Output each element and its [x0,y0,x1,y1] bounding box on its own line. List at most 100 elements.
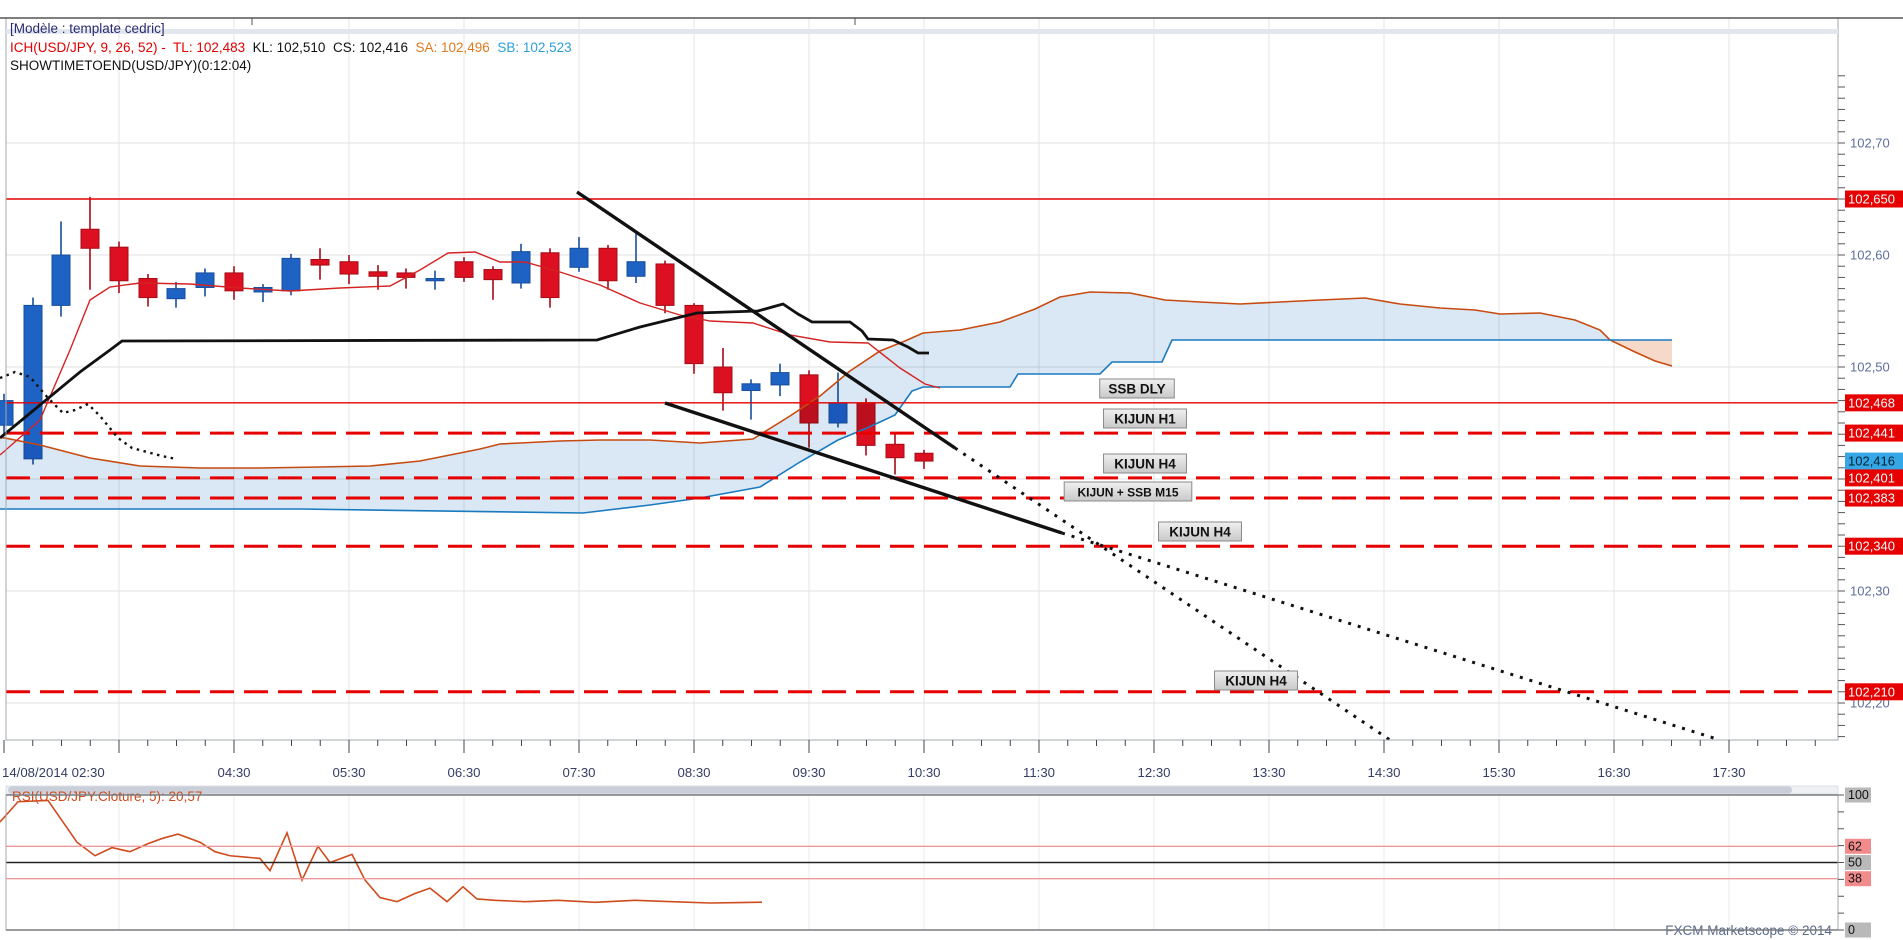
svg-text:100: 100 [1848,788,1869,802]
candle-body [511,251,531,284]
trend-lines[interactable] [576,190,1721,742]
time-label: 17:30 [1712,765,1745,780]
trend-line-solid[interactable] [664,401,1063,535]
candle-body [23,304,43,460]
level-price-badge: 102,401 [1845,469,1903,487]
trend-line-dotted[interactable] [954,446,1391,742]
rsi-axis-badge: 100 [1845,787,1871,803]
candle-body [368,271,388,277]
time-label: 14:30 [1367,765,1400,780]
tenkan-line [0,251,941,456]
horizontal-scrollbar[interactable] [5,785,1839,795]
svg-text:102,383: 102,383 [1848,491,1895,506]
level-price-badge: 102,650 [1845,190,1903,208]
chart-annotation-label[interactable]: KIJUN H1 [1103,408,1187,429]
svg-text:SSB DLY: SSB DLY [1108,382,1165,397]
time-label: 14/08/2014 02:30 [2,765,105,780]
level-price-badge: 102,383 [1845,489,1903,507]
rsi-axis-badge: 0 [1845,922,1871,938]
svg-text:102,210: 102,210 [1848,684,1895,699]
top-strip [6,29,1838,34]
chart-frame [0,17,1903,741]
candle-body [339,261,359,275]
current-price-badge: 102,416 [1845,452,1903,470]
time-label: 05:30 [332,765,365,780]
trend-line-dotted[interactable] [1061,531,1721,742]
price-label: 102,70 [1850,136,1890,151]
time-label: 04:30 [217,765,250,780]
time-label: 09:30 [792,765,825,780]
candle-body [713,366,733,394]
chart-annotation-label[interactable]: KIJUN H4 [1214,670,1298,691]
price-label: 102,30 [1850,584,1890,599]
level-price-badge: 102,340 [1845,537,1903,555]
time-label: 13:30 [1252,765,1285,780]
rsi-axis-badge: 38 [1845,871,1871,887]
time-label: 16:30 [1597,765,1630,780]
candle-body [310,258,330,266]
rsi-axis-badge: 62 [1845,838,1871,854]
time-label: 10:30 [907,765,940,780]
time-label: 12:30 [1137,765,1170,780]
svg-text:102,468: 102,468 [1848,395,1895,410]
candle-body [885,443,905,459]
svg-text:38: 38 [1848,872,1862,886]
svg-text:102,441: 102,441 [1848,426,1895,441]
rsi-axis-badge: 50 [1845,855,1871,870]
candle-body [109,246,129,282]
svg-text:102,401: 102,401 [1848,470,1895,485]
candle-body [540,252,560,299]
chart-annotation-label[interactable]: KIJUN H4 [1103,453,1187,474]
svg-text:102,340: 102,340 [1848,539,1895,554]
svg-text:KIJUN H1: KIJUN H1 [1114,412,1176,427]
candle-body [166,288,186,300]
rsi-line [0,799,763,904]
candle-body [684,304,704,365]
candle-body [425,278,445,282]
chart-annotation-label[interactable]: SSB DLY [1099,378,1175,399]
candle-body [138,278,158,299]
candle-body [626,261,646,277]
senkou-a-line [0,291,1673,469]
candle-body [655,263,675,306]
svg-text:102,416: 102,416 [1848,454,1895,469]
price-levels [6,198,1838,694]
candle-body [483,269,503,281]
candle-body [598,247,618,282]
candle-body [195,272,215,288]
trend-line-solid[interactable] [576,190,956,450]
candle-body [281,257,301,292]
time-label: 15:30 [1482,765,1515,780]
svg-text:KIJUN H4: KIJUN H4 [1225,674,1287,689]
svg-text:KIJUN H4: KIJUN H4 [1114,457,1176,472]
candle-body [80,228,100,249]
svg-text:KIJUN + SSB M15: KIJUN + SSB M15 [1077,486,1178,500]
candle-body [224,272,244,292]
annotations: SSB DLY KIJUN H1 KIJUN H4 KIJUN + SSB M15 KI… [1063,378,1298,691]
candle-body [51,254,71,306]
candle-body [741,383,761,392]
time-axis[interactable]: 14/08/2014 02:30 04:30 05:30 06:30 07:30 08:3… [2,740,1816,780]
level-price-badge: 102,441 [1845,424,1903,442]
chart-annotation-label[interactable]: KIJUN H4 [1158,521,1242,542]
scrollbar-thumb[interactable] [8,786,1792,794]
price-axis[interactable]: 102,70102,60102,50102,30102,20102,650102… [1838,75,1903,738]
candle-body [770,372,790,386]
time-label: 08:30 [677,765,710,780]
svg-text:KIJUN H4: KIJUN H4 [1169,525,1231,540]
chart-annotation-label[interactable]: KIJUN + SSB M15 [1063,481,1193,502]
kijun-line [0,302,929,440]
time-label: 07:30 [562,765,595,780]
time-label: 06:30 [447,765,480,780]
time-label: 11:30 [1023,765,1055,780]
candle-body [569,247,589,268]
price-label: 102,60 [1850,248,1890,263]
svg-text:102,650: 102,650 [1848,192,1895,207]
level-price-badge: 102,210 [1845,683,1903,701]
rsi-label: RSI(USD/JPY.Cloture, 5): 20,57 [12,789,202,804]
ichimoku-lines [0,251,941,461]
senkou-b-line [0,339,1672,514]
